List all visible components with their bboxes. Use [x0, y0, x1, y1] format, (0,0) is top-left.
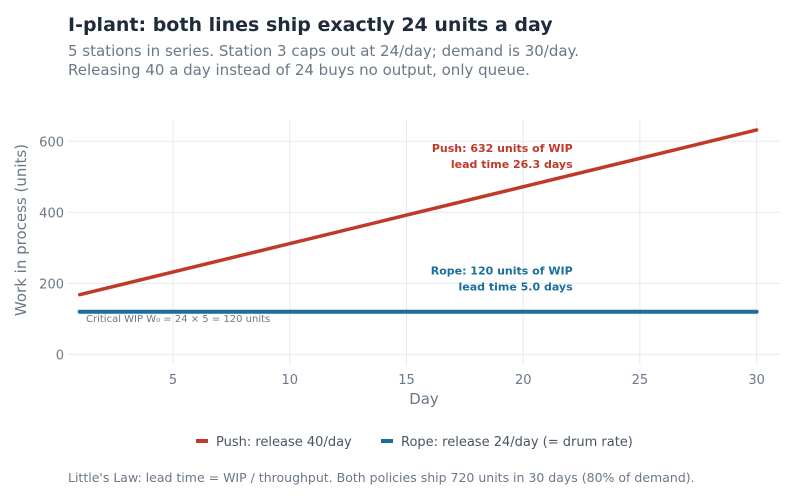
subtitle-line-1: 5 stations in series. Station 3 caps out… — [68, 42, 580, 60]
subtitle-line-2: Releasing 40 a day instead of 24 buys no… — [68, 61, 530, 79]
legend-label: Push: release 40/day — [216, 435, 352, 450]
legend-label: Rope: release 24/day (= drum rate) — [401, 435, 633, 450]
push-series-line — [77, 128, 759, 297]
y-tick-label: 400 — [39, 206, 64, 221]
y-axis-label: Work in process (units) — [12, 144, 30, 316]
annotation-wip: Rope: 120 units of WIP — [431, 265, 573, 278]
legend: Push: release 40/day Rope: release 24/day… — [196, 435, 633, 450]
footnote: Little's Law: lead time = WIP / throughp… — [68, 470, 695, 485]
x-tick-label: 10 — [281, 373, 298, 388]
x-tick-label: 30 — [748, 373, 765, 388]
x-axis-label: Day — [409, 390, 439, 408]
annotations: Push: 632 units of WIP lead time 26.3 day… — [431, 142, 573, 294]
y-tick-labels: 0 200 400 600 — [39, 135, 64, 363]
annotation-wip: Push: 632 units of WIP — [432, 142, 573, 155]
chart-title: I-plant: both lines ship exactly 24 unit… — [68, 14, 553, 36]
annotation-lead-time: lead time 5.0 days — [459, 281, 574, 294]
series-lines — [77, 128, 759, 314]
chart-subtitle: 5 stations in series. Station 3 caps out… — [68, 42, 788, 80]
x-tick-label: 25 — [632, 373, 649, 388]
y-tick-label: 600 — [39, 135, 64, 150]
x-tick-label: 5 — [169, 373, 177, 388]
y-tick-label: 0 — [56, 348, 64, 363]
x-tick-labels: 5 10 15 20 25 30 — [169, 373, 765, 388]
critical-wip-label: Critical WIP W₀ = 24 × 5 = 120 units — [86, 314, 270, 325]
x-tick-label: 20 — [515, 373, 532, 388]
annotation-lead-time: lead time 26.3 days — [451, 158, 573, 171]
x-tick-label: 15 — [398, 373, 415, 388]
grid-lines — [68, 120, 780, 365]
y-tick-label: 200 — [39, 277, 64, 292]
